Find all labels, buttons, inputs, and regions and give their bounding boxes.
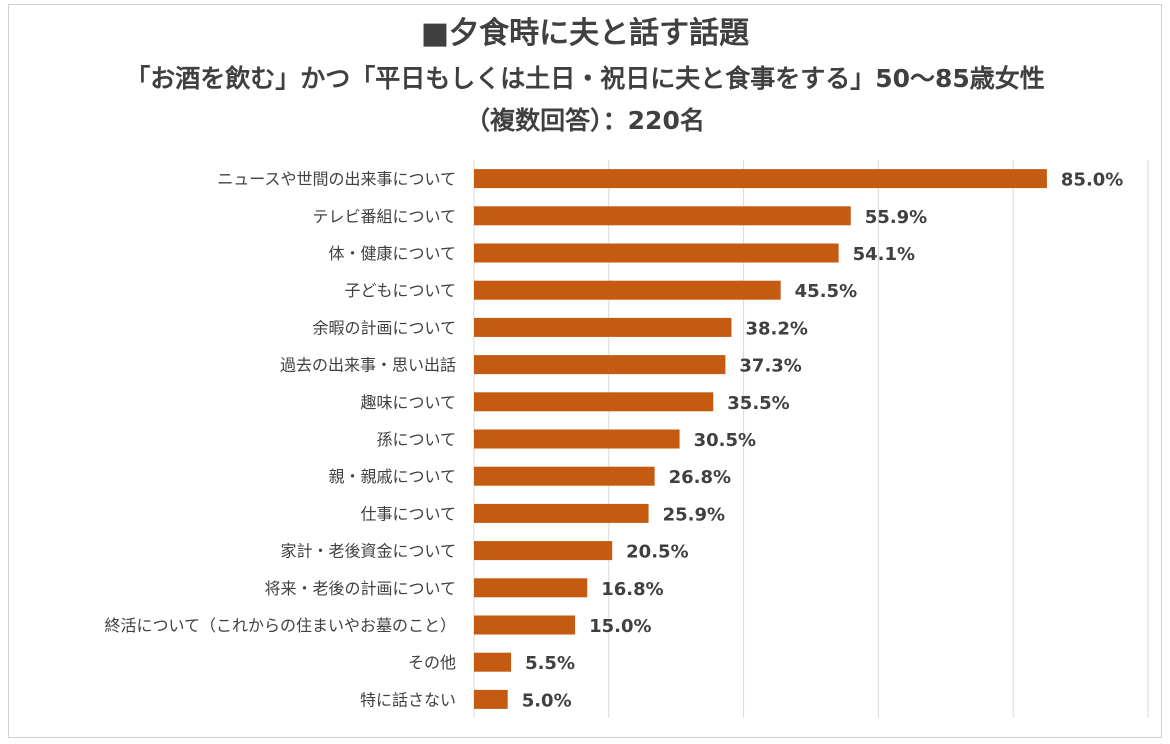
chart-subtitle-2: （複数回答）：220名: [465, 106, 705, 135]
category-label: 趣味について: [360, 393, 456, 412]
bar: [474, 243, 839, 263]
data-label: 30.5%: [694, 430, 756, 451]
data-label: 20.5%: [626, 542, 688, 563]
data-label: 45.5%: [795, 281, 857, 302]
data-label: 16.8%: [601, 579, 663, 600]
chart-subtitle: 「お酒を飲む」かつ「平日もしくは土日・祝日に夫と食事をする」50〜85歳女性: [125, 64, 1045, 93]
category-label: テレビ番組について: [312, 207, 456, 226]
bar: [474, 429, 680, 449]
data-label: 25.9%: [663, 504, 725, 525]
bar: [474, 503, 649, 523]
data-label: 85.0%: [1061, 170, 1123, 191]
bar: [474, 466, 655, 486]
category-label: 将来・老後の計画について: [264, 579, 456, 598]
bar: [474, 541, 613, 561]
bar: [474, 652, 512, 672]
chart-title: ■夕食時に夫と話す話題: [420, 16, 750, 51]
category-label: 仕事について: [360, 504, 456, 523]
bar: [474, 280, 781, 300]
data-label: 35.5%: [727, 393, 789, 414]
category-label: 親・親戚について: [328, 467, 456, 486]
bar: [474, 578, 588, 598]
data-label: 26.8%: [669, 467, 731, 488]
data-label: 54.1%: [853, 244, 915, 265]
bar: [474, 206, 851, 226]
bar: [474, 169, 1047, 189]
data-label: 38.2%: [745, 318, 807, 339]
category-label: 家計・老後資金について: [280, 542, 456, 561]
category-label: ニュースや世間の出来事について: [217, 170, 456, 189]
category-label: 過去の出来事・思い出話: [280, 356, 456, 375]
bar: [474, 317, 732, 337]
category-label: 体・健康について: [328, 244, 456, 263]
data-label: 5.0%: [522, 690, 572, 711]
data-label: 55.9%: [865, 207, 927, 228]
bar: [474, 615, 576, 635]
data-label: 37.3%: [739, 356, 801, 377]
category-label: 終活について（これからの住まいやお墓のこと）: [104, 616, 456, 635]
bar: [474, 355, 726, 375]
bar: [474, 689, 508, 709]
category-label: 子どもについて: [344, 281, 456, 300]
data-label: 15.0%: [589, 616, 651, 637]
bar: [474, 392, 714, 412]
category-label: 孫について: [376, 430, 456, 449]
category-label: その他: [408, 653, 456, 672]
category-label: 余暇の計画について: [312, 318, 456, 337]
data-label: 5.5%: [525, 653, 575, 674]
title-block: ■夕食時に夫と話す話題 「お酒を飲む」かつ「平日もしくは土日・祝日に夫と食事をす…: [0, 14, 1170, 140]
category-label: 特に話さない: [360, 690, 456, 709]
